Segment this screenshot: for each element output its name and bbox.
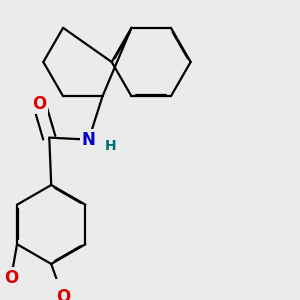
Text: O: O xyxy=(56,289,70,300)
Text: H: H xyxy=(105,139,116,152)
Text: O: O xyxy=(4,269,18,287)
Text: N: N xyxy=(82,130,96,148)
Text: O: O xyxy=(32,95,46,113)
